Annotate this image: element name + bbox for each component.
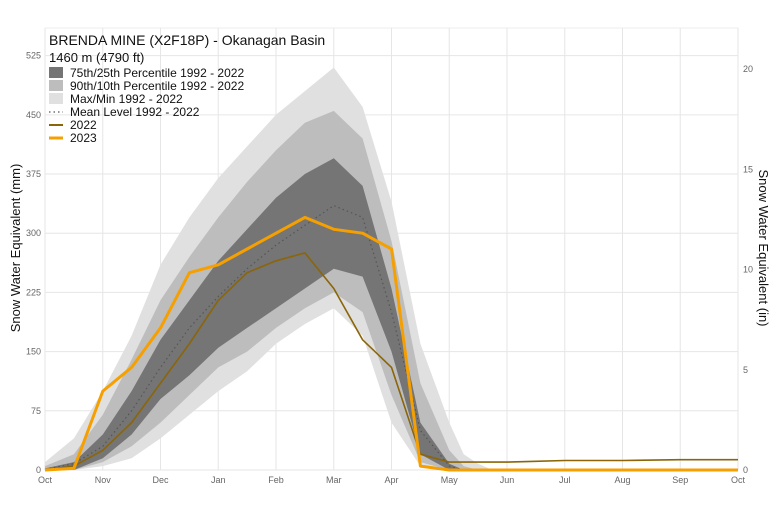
x-tick-label: Oct [38, 475, 53, 485]
legend-label-90th-10th-percentile-1992-2022: 90th/10th Percentile 1992 - 2022 [70, 79, 244, 93]
line-2023 [44, 215, 738, 472]
legend-swatch-75th-25th-percentile-1992-2022 [49, 67, 63, 78]
legend-label-2022: 2022 [70, 118, 97, 132]
y-tick-label-left: 525 [26, 51, 41, 61]
y-tick-label-right: 15 [743, 164, 753, 174]
legend-label-75th-25th-percentile-1992-2022: 75th/25th Percentile 1992 - 2022 [70, 66, 244, 80]
x-tick-label: Sep [672, 475, 688, 485]
y-tick-label-left: 375 [26, 169, 41, 179]
x-tick-label: Oct [731, 475, 746, 485]
x-tick-label: Nov [95, 475, 112, 485]
line-layer [44, 205, 738, 472]
legend-swatch-max-min-1992-2022 [49, 93, 63, 104]
y-tick-label-right: 5 [743, 365, 748, 375]
legend: 75th/25th Percentile 1992 - 202290th/10t… [49, 66, 244, 145]
y-tick-label-right: 0 [743, 465, 748, 475]
chart-title: BRENDA MINE (X2F18P) - Okanagan Basin [49, 32, 325, 48]
chart-subtitle: 1460 m (4790 ft) [49, 50, 144, 65]
y-tick-label-right: 10 [743, 265, 753, 275]
legend-label-2023: 2023 [70, 131, 97, 145]
x-tick-label: Jun [500, 475, 515, 485]
y-tick-label-left: 450 [26, 110, 41, 120]
y-tick-label-left: 150 [26, 347, 41, 357]
x-tick-label: Jul [559, 475, 571, 485]
y-axis-title-right: Snow Water Equivalent (in) [756, 169, 771, 326]
y-tick-label-left: 0 [36, 465, 41, 475]
y-tick-label-left: 225 [26, 287, 41, 297]
x-tick-label: May [441, 475, 459, 485]
legend-label-mean-level-1992-2022: Mean Level 1992 - 2022 [70, 105, 200, 119]
y-tick-label-left: 300 [26, 228, 41, 238]
line-2022 [44, 252, 738, 471]
legend-label-max-min-1992-2022: Max/Min 1992 - 2022 [70, 92, 183, 106]
x-tick-label: Aug [614, 475, 630, 485]
y-axis-title-left: Snow Water Equivalent (mm) [8, 164, 23, 333]
x-tick-label: Jan [211, 475, 226, 485]
x-tick-label: Mar [326, 475, 342, 485]
y-tick-label-left: 75 [31, 406, 41, 416]
x-tick-label: Feb [268, 475, 284, 485]
axis-layer: 0 75 150 225 300 375 450 525 0 5 10 15 20 Oct Nov Dec Ja… [26, 51, 753, 485]
y-tick-label-right: 20 [743, 64, 753, 74]
x-tick-label: Apr [384, 475, 398, 485]
legend-swatch-90th-10th-percentile-1992-2022 [49, 80, 63, 91]
x-tick-label: Dec [152, 475, 169, 485]
